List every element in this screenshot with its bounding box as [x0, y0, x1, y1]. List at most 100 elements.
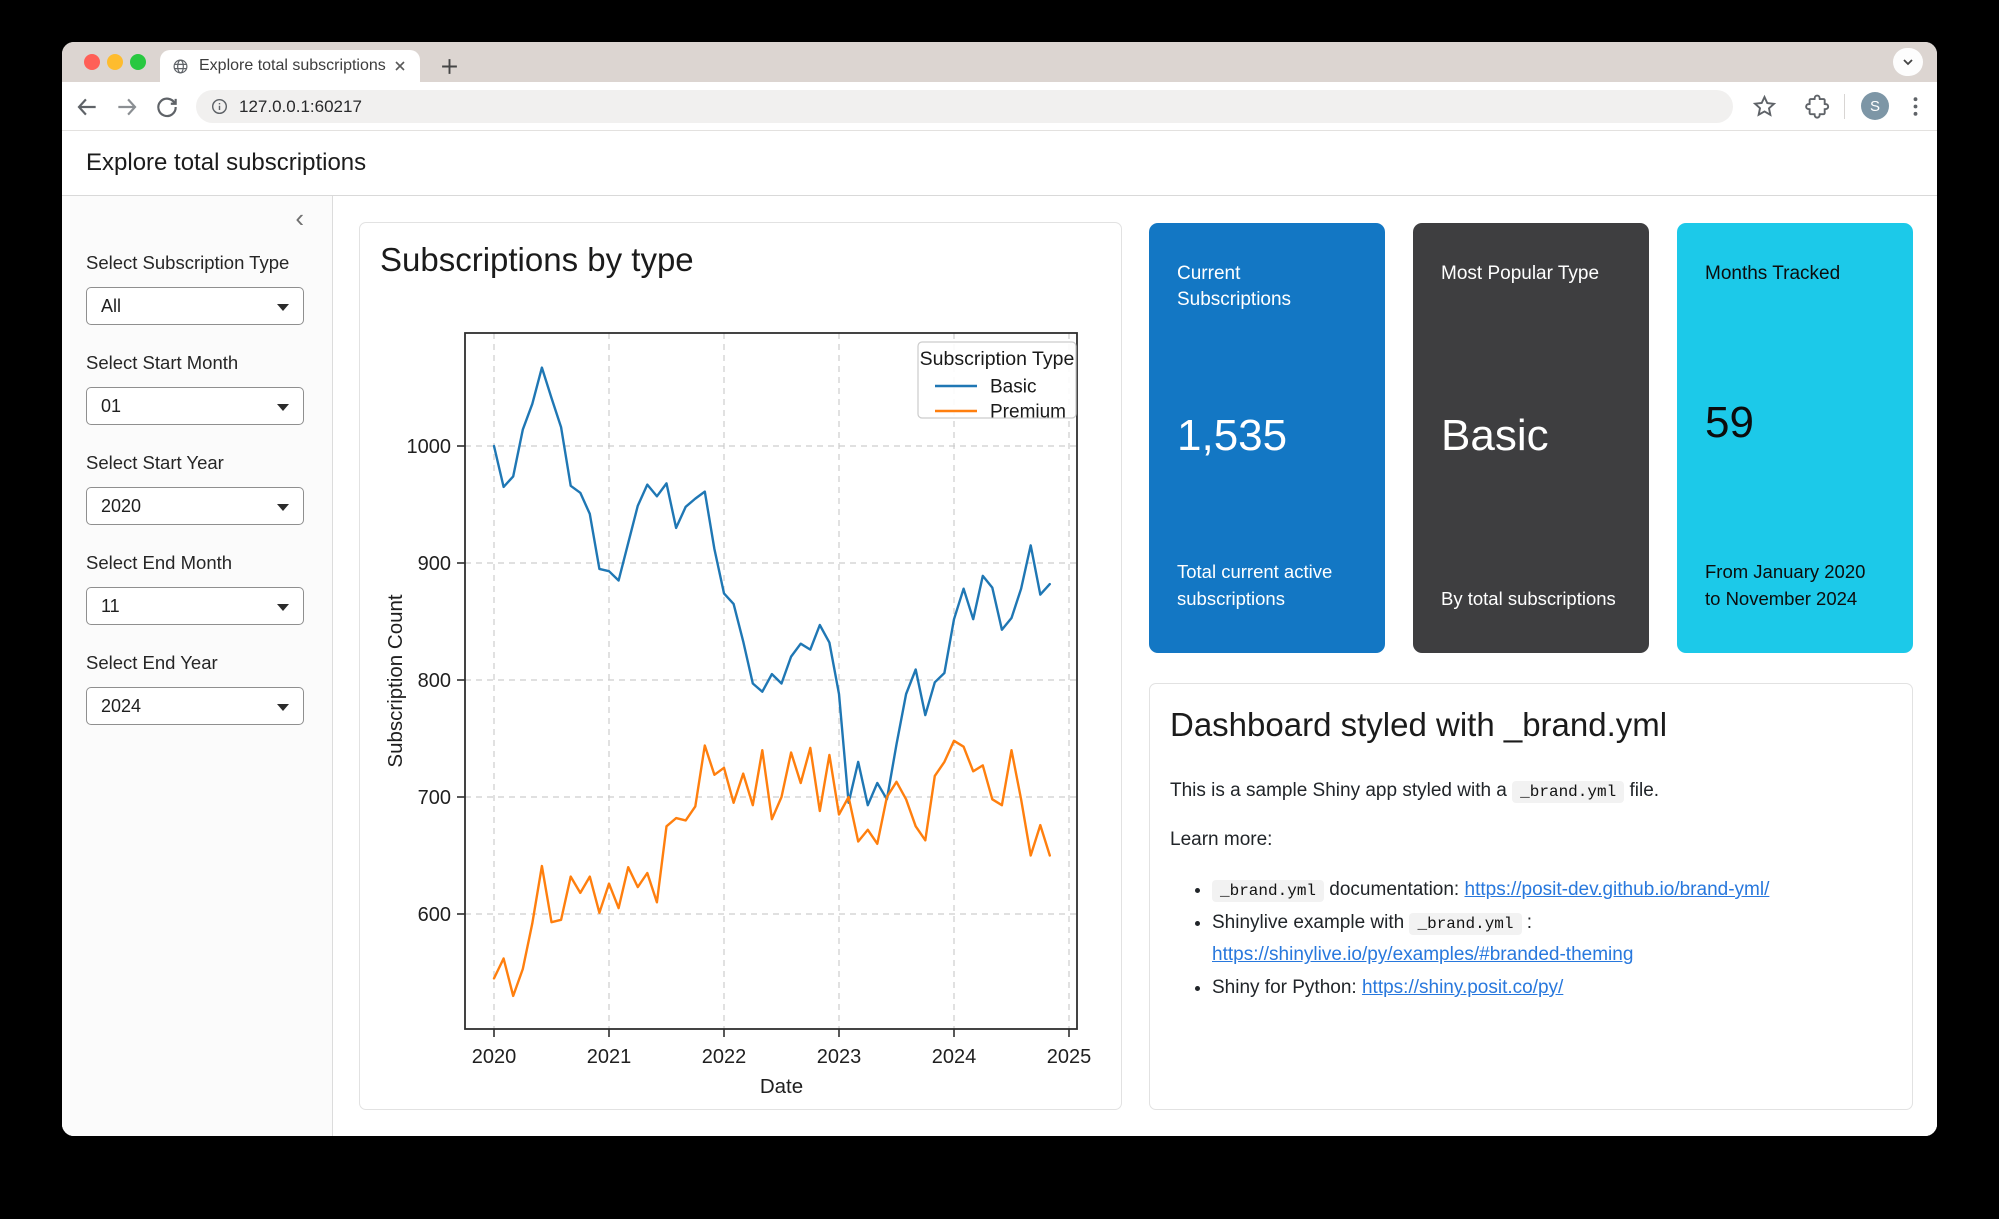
subscription-type-control: Select Subscription Type All: [86, 252, 304, 325]
value-box-most-popular-type: Most Popular Type Basic By total subscri…: [1413, 223, 1649, 653]
brand-yml-docs-link[interactable]: https://posit-dev.github.io/brand-yml/: [1465, 879, 1770, 900]
browser-menu-kebab-icon[interactable]: [1902, 93, 1929, 120]
new-tab-button[interactable]: [434, 51, 464, 81]
sidebar-collapse-button[interactable]: ‹: [295, 206, 304, 230]
page-title: Explore total subscriptions: [86, 149, 366, 177]
subscription-type-select[interactable]: All: [86, 287, 304, 325]
value-box-current-subscriptions: Current Subscriptions 1,535 Total curren…: [1149, 223, 1385, 653]
avatar-letter: S: [1870, 98, 1880, 115]
browser-toolbar: 127.0.0.1:60217 S: [62, 82, 1937, 131]
svg-text:Date: Date: [760, 1075, 803, 1098]
select-caret-icon: [277, 604, 289, 611]
chevron-down-icon: [1901, 55, 1915, 69]
value-box-title: Current Subscriptions: [1177, 261, 1357, 312]
url-bar[interactable]: 127.0.0.1:60217: [196, 90, 1733, 123]
forward-button[interactable]: [114, 94, 140, 120]
subscription-type-label: Select Subscription Type: [86, 252, 304, 274]
start-month-value: 01: [101, 396, 121, 416]
brand-links-list: _brand.yml documentation: https://posit-…: [1212, 874, 1886, 1005]
svg-text:700: 700: [418, 787, 451, 809]
end-month-select[interactable]: 11: [86, 587, 304, 625]
value-box-value: 1,535: [1177, 411, 1287, 461]
fullscreen-window-button[interactable]: [130, 54, 146, 70]
svg-text:Basic: Basic: [990, 377, 1036, 398]
list-item: Shiny for Python: https://shiny.posit.co…: [1212, 972, 1886, 1005]
main-content: Subscriptions by type 600700800900100020…: [333, 196, 1937, 1136]
end-year-select[interactable]: 2024: [86, 687, 304, 725]
app-page: Explore total subscriptions ‹ Select Sub…: [62, 131, 1937, 1136]
brand-intro: This is a sample Shiny app styled with a…: [1170, 780, 1886, 802]
svg-text:Subscription Count: Subscription Count: [384, 594, 407, 768]
svg-text:1000: 1000: [407, 436, 452, 458]
bullet-text: documentation:: [1324, 879, 1464, 900]
svg-text:2024: 2024: [932, 1046, 977, 1068]
toolbar-divider: [1844, 94, 1845, 119]
site-info-icon[interactable]: [210, 97, 229, 116]
reload-button[interactable]: [154, 94, 180, 120]
brand-yml-code: _brand.yml: [1409, 913, 1521, 935]
value-box-value: Basic: [1441, 411, 1549, 461]
bullet-text: Shinylive example with: [1212, 912, 1409, 933]
value-box-months-tracked: Months Tracked 59 From January 2020 to N…: [1677, 223, 1913, 653]
value-box-caption: By total subscriptions: [1441, 586, 1621, 613]
select-caret-icon: [277, 504, 289, 511]
svg-text:800: 800: [418, 670, 451, 692]
value-box-value: 59: [1705, 398, 1754, 448]
end-year-control: Select End Year 2024: [86, 652, 304, 725]
plus-icon: [440, 57, 459, 76]
svg-text:2020: 2020: [472, 1046, 517, 1068]
minimize-window-button[interactable]: [107, 54, 123, 70]
select-caret-icon: [277, 704, 289, 711]
back-button[interactable]: [74, 94, 100, 120]
select-caret-icon: [277, 304, 289, 311]
tab-strip: Explore total subscriptions: [62, 42, 1937, 82]
start-month-control: Select Start Month 01: [86, 352, 304, 425]
subscriptions-line-chart: 6007008009001000202020212022202320242025…: [360, 223, 1123, 1111]
svg-text:2023: 2023: [817, 1046, 862, 1068]
svg-text:2025: 2025: [1047, 1046, 1092, 1068]
tab-close-icon[interactable]: [392, 58, 408, 74]
start-year-value: 2020: [101, 496, 141, 516]
shinylive-example-link[interactable]: https://shinylive.io/py/examples/#brande…: [1212, 944, 1633, 965]
url-text: 127.0.0.1:60217: [239, 97, 362, 117]
tab-title: Explore total subscriptions: [199, 57, 392, 75]
svg-text:900: 900: [418, 553, 451, 575]
value-box-title: Months Tracked: [1705, 261, 1885, 287]
end-year-label: Select End Year: [86, 652, 304, 674]
learn-more-label: Learn more:: [1170, 829, 1886, 851]
brand-yml-code: _brand.yml: [1512, 781, 1624, 803]
intro-text-suffix: file.: [1624, 780, 1659, 801]
end-year-value: 2024: [101, 696, 141, 716]
svg-text:2021: 2021: [587, 1046, 632, 1068]
sidebar: ‹ Select Subscription Type All Select St…: [62, 196, 333, 1136]
extensions-puzzle-icon[interactable]: [1804, 93, 1831, 120]
start-year-select[interactable]: 2020: [86, 487, 304, 525]
value-box-title: Most Popular Type: [1441, 261, 1621, 287]
start-year-label: Select Start Year: [86, 452, 304, 474]
end-month-label: Select End Month: [86, 552, 304, 574]
globe-favicon-icon: [172, 58, 189, 75]
brand-card: Dashboard styled with _brand.yml This is…: [1149, 683, 1913, 1110]
close-window-button[interactable]: [84, 54, 100, 70]
list-item: _brand.yml documentation: https://posit-…: [1212, 874, 1886, 907]
svg-text:600: 600: [418, 904, 451, 926]
start-month-label: Select Start Month: [86, 352, 304, 374]
intro-text: This is a sample Shiny app styled with a: [1170, 780, 1512, 801]
end-month-value: 11: [101, 596, 120, 616]
browser-tab[interactable]: Explore total subscriptions: [160, 50, 420, 82]
start-month-select[interactable]: 01: [86, 387, 304, 425]
bookmark-star-icon[interactable]: [1751, 93, 1778, 120]
value-box-caption: Total current active subscriptions: [1177, 559, 1357, 613]
bullet-text: Shiny for Python:: [1212, 977, 1362, 998]
tab-search-button[interactable]: [1893, 48, 1923, 76]
app-header: Explore total subscriptions: [62, 131, 1937, 196]
end-month-control: Select End Month 11: [86, 552, 304, 625]
brand-yml-code: _brand.yml: [1212, 880, 1324, 902]
select-caret-icon: [277, 404, 289, 411]
value-box-caption: From January 2020 to November 2024: [1705, 559, 1885, 613]
shiny-python-link[interactable]: https://shiny.posit.co/py/: [1362, 977, 1563, 998]
brand-card-title: Dashboard styled with _brand.yml: [1170, 706, 1886, 744]
start-year-control: Select Start Year 2020: [86, 452, 304, 525]
profile-avatar[interactable]: S: [1861, 92, 1889, 120]
subscription-type-value: All: [101, 296, 121, 316]
